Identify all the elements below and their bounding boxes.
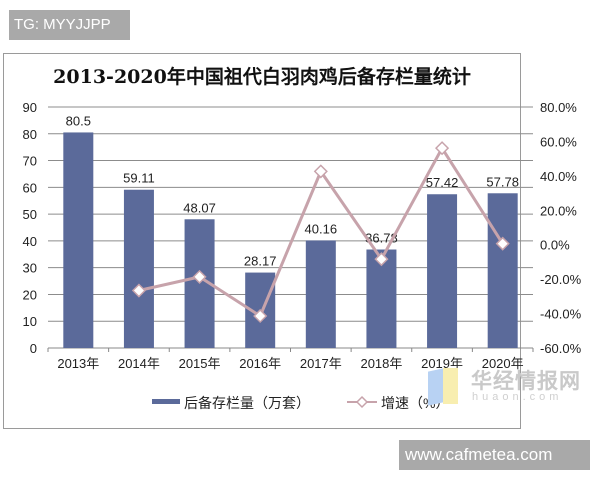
bar-value-label: 40.16 [305, 221, 338, 236]
x-category-label: 2018年 [360, 356, 402, 371]
growth-marker-diamond [495, 236, 510, 251]
y-right-tick: -20.0% [540, 272, 582, 287]
growth-marker-diamond [131, 283, 146, 298]
brand-cn: 华经情报网 [471, 370, 581, 393]
y-right-tick: 20.0% [540, 203, 577, 218]
legend-diamond-icon [355, 395, 369, 409]
x-category-label: 2014年 [118, 356, 160, 371]
bar [487, 193, 518, 348]
y-left-tick: 0 [30, 341, 37, 356]
bar-value-label: 57.42 [426, 175, 459, 190]
bar-value-label: 48.07 [183, 200, 216, 215]
x-category-label: 2020年 [482, 356, 524, 371]
y-left-tick: 90 [23, 100, 37, 115]
watermark-url: www.cafmetea.com [399, 440, 590, 470]
bar-value-label: 80.5 [66, 113, 91, 128]
logo-shape-blue [428, 368, 443, 406]
chart-title: 2013-2020年中国祖代白羽肉鸡后备存栏量统计 [53, 66, 471, 88]
y-left-tick: 60 [23, 180, 37, 195]
x-category-label: 2015年 [179, 356, 221, 371]
x-category-label: 2019年 [421, 356, 463, 371]
y-left-tick: 80 [23, 127, 37, 142]
bar-value-label: 57.78 [486, 174, 519, 189]
x-category-label: 2016年 [239, 356, 281, 371]
y-left-tick: 30 [23, 261, 37, 276]
bar [123, 189, 154, 348]
bar-value-label: 59.11 [123, 171, 155, 186]
y-right-tick: -60.0% [540, 341, 582, 356]
y-right-tick: 40.0% [540, 169, 577, 184]
legend-bar-label: 后备存栏量（万套） [184, 395, 310, 411]
bar [305, 240, 336, 348]
x-category-label: 2013年 [57, 356, 99, 371]
growth-marker-diamond [253, 308, 268, 324]
x-category-label: 2017年 [300, 356, 342, 371]
y-right-tick: -40.0% [540, 307, 582, 322]
growth-marker-diamond [374, 252, 389, 267]
bar [427, 194, 458, 348]
legend-bar-swatch [152, 399, 180, 404]
logo-shape-yellow [443, 368, 458, 404]
y-left-tick: 50 [23, 207, 37, 222]
y-right-tick: 0.0% [540, 238, 570, 253]
growth-marker-diamond [435, 141, 450, 156]
y-right-tick: 80.0% [540, 100, 577, 115]
huaon-logo: 华经情报网 huaon.com [428, 364, 588, 412]
y-right-tick: 60.0% [540, 134, 577, 149]
brand-en: huaon.com [472, 391, 563, 403]
y-left-tick: 40 [23, 234, 37, 249]
y-left-tick: 10 [23, 314, 37, 329]
watermark-tag: TG: MYYJJPP [9, 10, 130, 40]
growth-marker-diamond [192, 269, 207, 284]
bar-value-label: 28.17 [244, 254, 277, 269]
growth-marker-diamond [313, 164, 328, 179]
bar [63, 132, 94, 348]
y-left-tick: 70 [23, 154, 37, 169]
y-left-tick: 20 [23, 287, 37, 302]
